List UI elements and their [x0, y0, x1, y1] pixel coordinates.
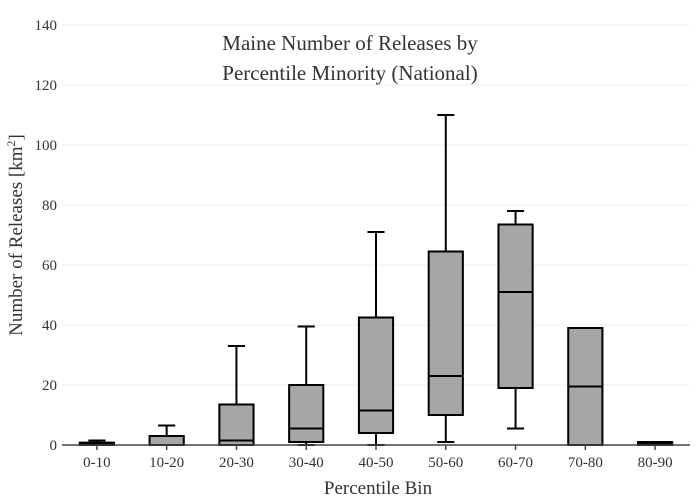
y-tick-label: 20: [42, 378, 57, 394]
x-tick-label: 40-50: [359, 455, 394, 471]
box-30-40: [288, 325, 325, 446]
x-tick-label: 70-80: [568, 455, 603, 471]
iqr-box: [148, 435, 185, 446]
y-tick-label: 120: [35, 78, 58, 94]
y-axis-ticks: 0 20 40 60 80 100 120 140: [35, 18, 58, 454]
y-axis-title: Number of Releases [km2]: [4, 134, 27, 336]
iqr-box: [427, 250, 464, 416]
iqr-box: [288, 384, 325, 443]
x-tick-label: 50-60: [428, 455, 463, 471]
y-tick-label: 100: [35, 138, 58, 154]
box-60-70: [497, 210, 534, 430]
x-axis-title: Percentile Bin: [324, 478, 433, 499]
box-20-30: [218, 345, 255, 446]
box-40-50: [357, 231, 395, 446]
y-tick-label: 80: [42, 198, 57, 214]
iqr-box: [497, 223, 534, 389]
y-tick-label: 40: [42, 318, 57, 334]
x-tick-label: 20-30: [219, 455, 254, 471]
iqr-box: [218, 403, 255, 446]
x-axis-ticks: 0-10 10-20 20-30 30-40 40-50 50-60 60-70 70-80 8…: [83, 445, 673, 471]
boxes: [78, 114, 674, 447]
chart-title-line-1: Maine Number of Releases by: [222, 31, 478, 55]
x-tick-label: 80-90: [638, 455, 673, 471]
y-tick-label: 60: [42, 258, 57, 274]
x-tick-label: 60-70: [498, 455, 533, 471]
iqr-box: [357, 316, 395, 434]
box-10-20: [148, 424, 185, 446]
box-50-60: [427, 114, 464, 443]
x-tick-label: 0-10: [83, 455, 111, 471]
y-tick-label: 0: [50, 438, 58, 454]
box-70-80: [567, 327, 604, 446]
y-tick-label: 140: [35, 18, 58, 34]
x-tick-label: 30-40: [289, 455, 324, 471]
chart-title-line-2: Percentile Minority (National): [222, 61, 477, 85]
x-tick-label: 10-20: [149, 455, 184, 471]
